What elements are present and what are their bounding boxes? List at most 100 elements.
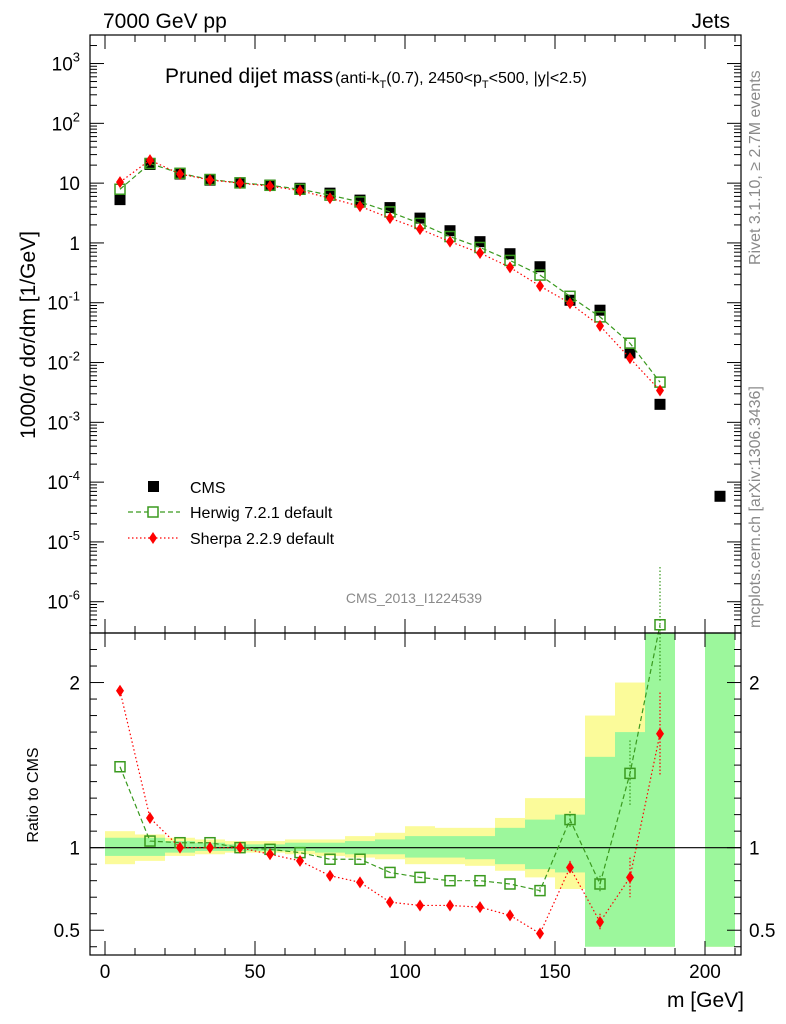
header-left: 7000 GeV pp <box>103 10 227 33</box>
y-tick-label: 10-4 <box>47 468 80 494</box>
ratio-herwig-point <box>504 878 516 890</box>
ratio-y-tick-label: 0.5 <box>54 921 80 942</box>
y-tick-label: 102 <box>52 109 80 135</box>
top-sherpa-point <box>266 180 274 193</box>
ratio-sherpa-point <box>236 841 244 854</box>
ratio-herwig-point <box>534 884 546 897</box>
top-sherpa-point <box>416 223 424 236</box>
ratio-herwig-point <box>354 853 366 865</box>
legend-herwig-marker <box>147 506 159 518</box>
ratio-sherpa-point <box>476 901 484 914</box>
ratio-green-band <box>435 836 465 858</box>
top-cms-point <box>444 225 456 237</box>
top-cms-point <box>474 236 486 248</box>
x-tick-label: 0 <box>100 962 111 983</box>
legend-herwig-label: Herwig 7.2.1 default <box>190 505 333 522</box>
top-sherpa-point <box>326 192 334 205</box>
top-sherpa-point <box>206 173 214 186</box>
y-tick-label: 10-1 <box>47 289 80 315</box>
top-sherpa-point <box>176 168 184 181</box>
ratio-sherpa-point <box>506 909 514 922</box>
y-axis-label: 1000/σ dσ/dm [1/GeV] <box>17 231 40 439</box>
ratio-herwig-point <box>444 874 456 887</box>
top-sherpa-point <box>596 319 604 332</box>
top-cms-point <box>654 398 666 410</box>
ratio-green-band <box>285 842 315 851</box>
top-sherpa-point <box>566 297 574 310</box>
ratio-herwig-point <box>654 618 666 631</box>
y-tick-label: 103 <box>52 50 80 76</box>
top-sherpa-point <box>476 246 484 259</box>
legend: CMS Herwig 7.2.1 default Sherpa 2.2.9 de… <box>128 480 335 548</box>
ratio-herwig-point <box>624 767 636 780</box>
top-sherpa-point <box>296 184 304 197</box>
ratio-herwig-point <box>384 866 396 879</box>
y-tick-label: 10 <box>59 174 80 195</box>
top-herwig-point <box>624 337 636 350</box>
ratio-sherpa-point <box>266 848 274 861</box>
ratio-sherpa-point <box>626 871 634 884</box>
x-tick-label: 100 <box>389 962 421 983</box>
axes: 0 50 100 150 200 10-6 10-5 10-4 10-3 10-2 10-1 1 10 1… <box>47 34 775 983</box>
ratio-herwig-point <box>564 813 576 826</box>
ratio-y-tick-label: 1 <box>69 839 80 860</box>
ratio-sherpa-point <box>536 927 544 940</box>
legend-sherpa-marker <box>149 532 157 544</box>
top-sherpa-point <box>506 261 514 274</box>
main-title: Pruned dijet mass (anti-kT(0.7), 2450<pT<… <box>165 65 587 91</box>
top-frame <box>89 34 742 634</box>
ratio-green-band <box>405 836 435 858</box>
y-tick-label: 10-2 <box>47 349 80 375</box>
ratio-sherpa-point <box>386 896 394 909</box>
ratio-green-band <box>375 839 405 855</box>
ratio-y-tick-label-right: 0.5 <box>749 921 775 942</box>
legend-cms-label: CMS <box>190 480 226 497</box>
top-sherpa-point <box>446 235 454 248</box>
top-sherpa-point <box>656 384 664 397</box>
mcplots-label: mcplots.cern.ch [arXiv:1306.3436] <box>747 386 764 628</box>
y-tick-label: 10-3 <box>47 408 80 434</box>
top-cms-point <box>534 261 546 273</box>
ratio-sherpa-point <box>596 915 604 928</box>
top-cms-point <box>354 194 366 206</box>
analysis-watermark: CMS_2013_I1224539 <box>346 590 482 606</box>
ratio-herwig-point <box>594 878 606 890</box>
y-tick-label: 10-6 <box>47 588 80 614</box>
ratio-sherpa-point <box>296 854 304 867</box>
top-cms-point <box>504 248 516 260</box>
ratio-herwig-point <box>414 871 426 884</box>
ratio-sherpa-point <box>146 811 154 824</box>
y-tick-label: 10-5 <box>47 528 80 554</box>
x-axis-label: m [GeV] <box>667 989 744 1012</box>
top-sherpa-point <box>356 200 364 213</box>
ratio-sherpa-point <box>416 899 424 912</box>
ratio-herwig-point <box>114 761 126 773</box>
ratio-frame <box>89 632 742 956</box>
ratio-green-band <box>135 837 165 856</box>
top-sherpa-point <box>626 352 634 365</box>
top-sherpa-point <box>536 280 544 293</box>
ratio-y-axis-label: Ratio to CMS <box>25 747 42 842</box>
top-cms-point <box>114 194 126 206</box>
top-herwig-line <box>119 162 661 383</box>
x-tick-label: 50 <box>244 962 265 983</box>
legend-cms-marker <box>148 481 159 492</box>
top-sherpa-point <box>146 154 154 167</box>
legend-sherpa-label: Sherpa 2.2.9 default <box>190 531 335 548</box>
x-tick-label: 150 <box>539 962 571 983</box>
ratio-sherpa-point <box>326 869 334 882</box>
y-tick-label: 1 <box>69 234 80 255</box>
ratio-green-band <box>615 732 645 947</box>
ratio-y-tick-label: 2 <box>69 674 80 695</box>
ratio-green-band <box>645 633 675 947</box>
ratio-green-band <box>105 837 135 856</box>
ratio-y-tick-label-right: 2 <box>749 674 760 695</box>
top-cms-point <box>714 490 726 502</box>
top-cms-point <box>594 304 606 316</box>
ratio-green-band <box>705 633 735 947</box>
header-right: Jets <box>691 10 730 33</box>
ratio-sherpa-point <box>566 861 574 874</box>
top-series <box>114 154 726 502</box>
ratio-sherpa-point <box>356 876 364 889</box>
